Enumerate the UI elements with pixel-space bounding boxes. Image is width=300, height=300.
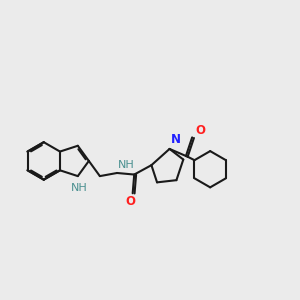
Text: N: N xyxy=(171,133,181,146)
Text: NH: NH xyxy=(118,160,135,170)
Text: NH: NH xyxy=(71,183,88,193)
Text: O: O xyxy=(125,195,135,208)
Text: O: O xyxy=(195,124,205,137)
